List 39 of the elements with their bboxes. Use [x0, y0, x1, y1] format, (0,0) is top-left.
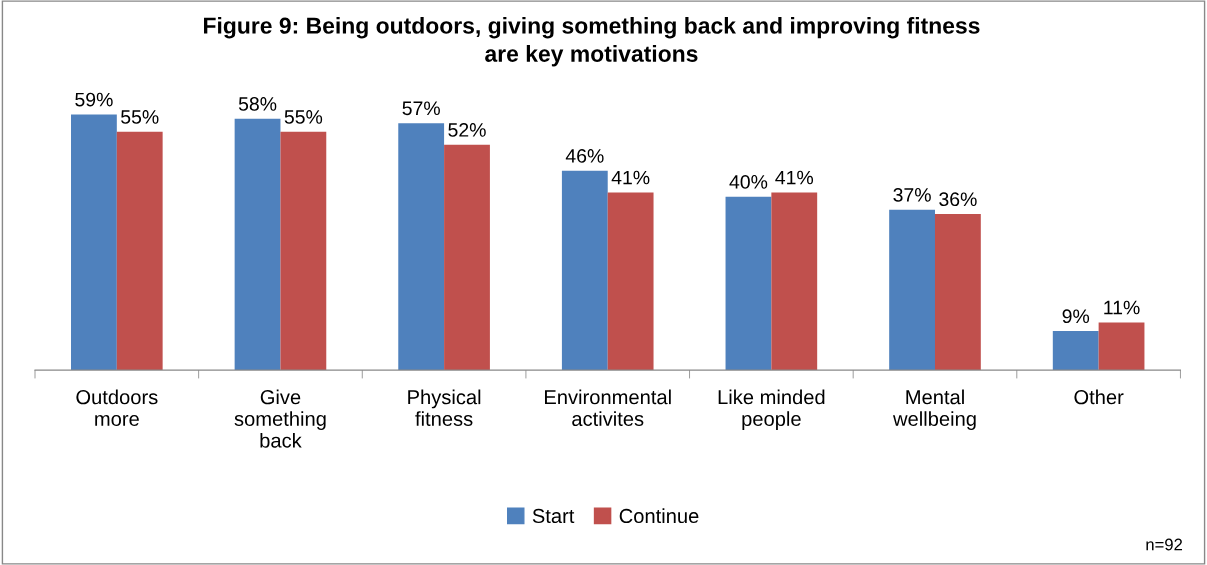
bar: [1098, 322, 1145, 371]
bar: [1052, 331, 1099, 371]
legend-label: Continue: [619, 508, 699, 524]
bar: [116, 131, 163, 371]
legend-label: Start: [532, 508, 575, 524]
data-label: 41%: [611, 170, 650, 185]
data-label: 46%: [565, 149, 604, 163]
data-label: 37%: [893, 188, 931, 202]
x-tick-label: Environmental activites: [545, 389, 671, 426]
bar: [889, 209, 935, 371]
x-tick-label: Give something back: [234, 389, 326, 448]
bar: [398, 123, 445, 371]
x-tick-label: Outdoors more: [76, 389, 158, 426]
data-label: 57%: [402, 101, 440, 116]
data-label: 58%: [238, 97, 277, 111]
data-label: 41%: [775, 170, 814, 185]
bar: [444, 144, 490, 371]
bar: [561, 170, 608, 371]
data-label: 9%: [1062, 309, 1090, 324]
x-tick-label: Other: [1074, 389, 1124, 405]
x-tick-label: Mental wellbeing: [892, 389, 976, 430]
bar: [607, 192, 654, 371]
text: n=92: [1146, 538, 1183, 551]
data-label: 40%: [729, 175, 768, 189]
data-label: 55%: [284, 110, 323, 124]
x-tick-label: Physical fitness: [408, 389, 481, 426]
data-label: 36%: [939, 192, 977, 207]
bar: [234, 118, 281, 371]
data-label: 55%: [121, 110, 159, 124]
bar: [71, 114, 117, 371]
bar: [725, 196, 772, 371]
bar: [771, 192, 818, 371]
data-label: 11%: [1104, 300, 1140, 315]
data-label: 59%: [75, 92, 113, 107]
chart-title: Figure 9: Being outdoors, giving something back and improving fitness are key motivations: [204, 16, 980, 67]
bar: [934, 214, 981, 371]
x-tick-label: Like minded people: [718, 389, 825, 430]
data-label: 52%: [448, 123, 486, 137]
bar: [280, 131, 327, 371]
